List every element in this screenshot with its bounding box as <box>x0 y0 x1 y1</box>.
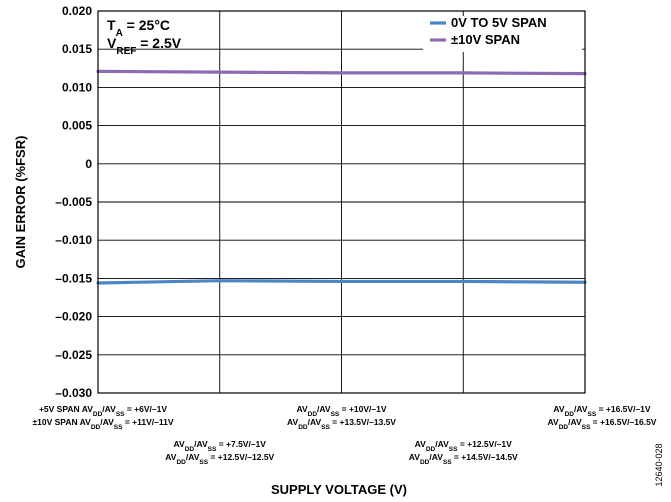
legend: 0V TO 5V SPAN ±10V SPAN <box>423 15 582 52</box>
x-category-label: +5V SPAN AVDD/AVSS = +6V/–1V±10V SPAN AV… <box>32 404 173 431</box>
series-layer <box>96 69 587 285</box>
legend-background <box>423 16 582 52</box>
x-category-line: AVDD/AVSS = +12.5V/–1V <box>415 439 512 453</box>
plot-frame <box>97 10 586 394</box>
x-category-line: ±10V SPAN AVDD/AVSS = +11V/–11V <box>32 417 173 431</box>
x-category-line: AVDD/AVSS = +16.5V/–1V <box>553 404 650 418</box>
x-category-line: AVDD/AVSS = +12.5V/–12.5V <box>165 452 274 466</box>
y-tick-label: –0.005 <box>55 195 92 209</box>
x-category-line: AVDD/AVSS = +10V/–1V <box>296 404 386 418</box>
y-tick-label: –0.025 <box>55 348 92 362</box>
legend-label: ±10V SPAN <box>451 32 520 47</box>
y-tick-label: –0.015 <box>55 271 92 285</box>
y-tick-labels: 0.020 0.015 0.010 0.005 0 –0.005 –0.010 –0.015 –… <box>55 4 92 400</box>
x-category-line: AVDD/AVSS = +14.5V/–14.5V <box>409 452 518 466</box>
y-tick-label: 0.010 <box>62 80 92 94</box>
y-tick-label: –0.020 <box>55 310 92 324</box>
x-category-line: +5V SPAN AVDD/AVSS = +6V/–1V <box>39 404 167 418</box>
x-category-line: AVDD/AVSS = +7.5V/–1V <box>174 439 267 453</box>
grid-lines <box>98 10 585 394</box>
condition-ta: TA = 25°C <box>107 17 170 39</box>
series-line-1 <box>96 69 587 76</box>
x-category-line: AVDD/AVSS = +13.5V/–13.5V <box>287 417 396 431</box>
y-tick-label: 0.020 <box>62 4 92 18</box>
figure-id: 12640-028 <box>654 443 664 486</box>
series-line-0 <box>96 279 587 285</box>
y-tick-label: 0 <box>85 157 92 171</box>
y-tick-label: –0.010 <box>55 233 92 247</box>
y-tick-label: 0.005 <box>62 119 92 133</box>
y-tick-label: 0.015 <box>62 42 92 56</box>
condition-vref: VREF = 2.5V <box>107 35 182 57</box>
x-axis-label: SUPPLY VOLTAGE (V) <box>271 482 407 497</box>
x-category-labels: +5V SPAN AVDD/AVSS = +6V/–1V±10V SPAN AV… <box>32 404 656 466</box>
x-category-line: AVDD/AVSS = +16.5V/–16.5V <box>548 417 657 431</box>
y-axis-label: GAIN ERROR (%FSR) <box>13 136 28 269</box>
legend-label: 0V TO 5V SPAN <box>451 15 547 30</box>
y-tick-label: –0.030 <box>55 386 92 400</box>
